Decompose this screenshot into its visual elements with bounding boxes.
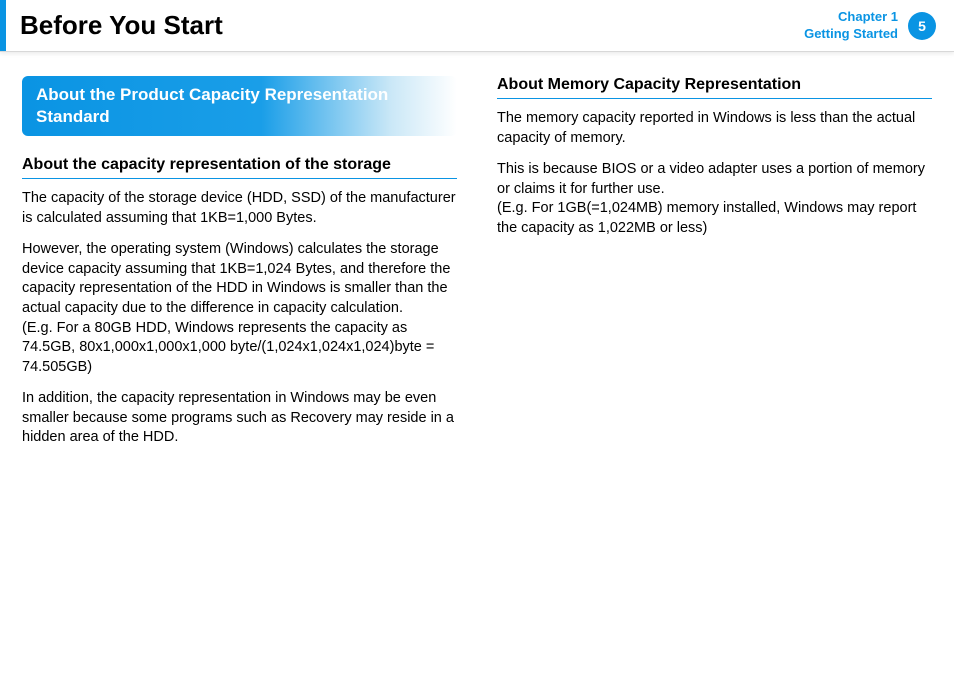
page-header: Before You Start Chapter 1 Getting Start… xyxy=(0,0,954,52)
right-column: About Memory Capacity Representation The… xyxy=(497,76,932,448)
storage-para-3: In addition, the capacity representation… xyxy=(22,389,457,448)
page-number-badge: 5 xyxy=(908,12,936,40)
chapter-info: Chapter 1 Getting Started xyxy=(804,9,898,42)
chapter-title: Getting Started xyxy=(804,26,898,42)
header-right: Chapter 1 Getting Started 5 xyxy=(804,9,936,42)
storage-para-1: The capacity of the storage device (HDD,… xyxy=(22,189,457,228)
title-wrap: Before You Start xyxy=(0,0,223,51)
storage-subhead: About the capacity representation of the… xyxy=(22,156,457,179)
left-column: About the Product Capacity Representatio… xyxy=(22,76,457,448)
memory-subhead: About Memory Capacity Representation xyxy=(497,76,932,99)
page-title: Before You Start xyxy=(20,10,223,41)
memory-para-1: The memory capacity reported in Windows … xyxy=(497,109,932,148)
content-area: About the Product Capacity Representatio… xyxy=(0,52,954,448)
chapter-number: Chapter 1 xyxy=(804,9,898,25)
accent-bar xyxy=(0,0,6,51)
memory-para-2: This is because BIOS or a video adapter … xyxy=(497,160,932,238)
callout-box: About the Product Capacity Representatio… xyxy=(22,76,457,136)
storage-para-2: However, the operating system (Windows) … xyxy=(22,240,457,377)
